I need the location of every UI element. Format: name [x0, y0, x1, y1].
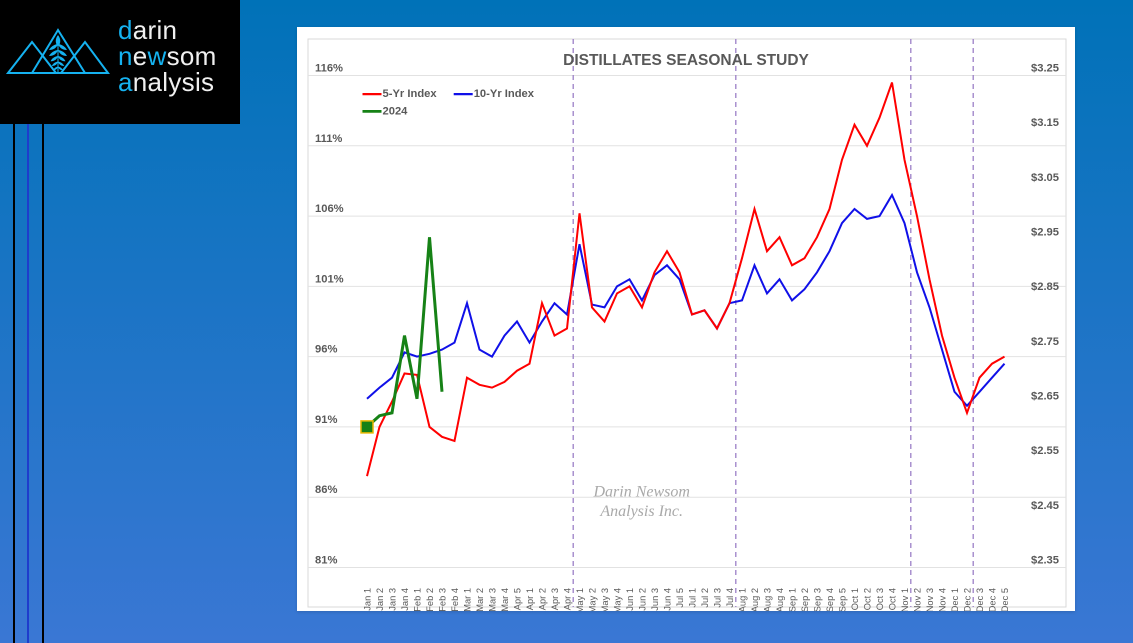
- svg-text:111%: 111%: [315, 133, 342, 145]
- svg-text:81%: 81%: [315, 555, 337, 567]
- svg-text:Apr 5: Apr 5: [513, 588, 523, 610]
- svg-text:$3.25: $3.25: [1031, 63, 1059, 75]
- svg-text:Oct 1: Oct 1: [850, 588, 860, 610]
- svg-text:91%: 91%: [315, 414, 337, 426]
- svg-text:Apr 4: Apr 4: [563, 588, 573, 610]
- svg-text:May 2: May 2: [588, 588, 598, 611]
- svg-text:$2.45: $2.45: [1031, 500, 1059, 512]
- svg-text:$3.15: $3.15: [1031, 117, 1059, 129]
- svg-text:86%: 86%: [315, 484, 337, 496]
- svg-text:Oct 3: Oct 3: [875, 588, 885, 610]
- svg-text:Dec 2: Dec 2: [963, 588, 973, 611]
- svg-text:106%: 106%: [315, 203, 344, 215]
- svg-text:Mar 3: Mar 3: [488, 588, 498, 611]
- svg-text:$2.95: $2.95: [1031, 227, 1059, 239]
- svg-text:DISTILLATES SEASONAL STUDY: DISTILLATES SEASONAL STUDY: [563, 52, 809, 69]
- svg-text:Aug 1: Aug 1: [738, 588, 748, 611]
- svg-text:Darin Newsom: Darin Newsom: [592, 484, 689, 501]
- svg-text:Jun 4: Jun 4: [663, 588, 673, 611]
- svg-text:Jun 3: Jun 3: [650, 588, 660, 611]
- svg-text:Feb 2: Feb 2: [425, 588, 435, 611]
- svg-text:Jan 4: Jan 4: [400, 588, 410, 611]
- svg-text:Nov 4: Nov 4: [938, 588, 948, 611]
- svg-text:Aug 3: Aug 3: [763, 588, 773, 611]
- svg-text:$2.55: $2.55: [1031, 445, 1059, 457]
- svg-text:Jan 2: Jan 2: [375, 588, 385, 611]
- svg-text:$2.75: $2.75: [1031, 336, 1059, 348]
- svg-text:May 1: May 1: [575, 588, 585, 611]
- svg-text:Jul 4: Jul 4: [725, 588, 735, 608]
- svg-text:116%: 116%: [315, 63, 343, 75]
- svg-text:Dec 1: Dec 1: [950, 588, 960, 611]
- svg-text:5-Yr Index: 5-Yr Index: [383, 88, 438, 100]
- svg-text:Jul 2: Jul 2: [700, 588, 710, 608]
- svg-text:Jul 3: Jul 3: [713, 588, 723, 608]
- svg-text:Mar 4: Mar 4: [500, 588, 510, 611]
- svg-text:Oct 2: Oct 2: [863, 588, 873, 610]
- svg-text:101%: 101%: [315, 273, 344, 285]
- svg-text:Jul 5: Jul 5: [675, 588, 685, 608]
- svg-text:Sep 4: Sep 4: [825, 588, 835, 611]
- svg-text:Dec 4: Dec 4: [988, 588, 998, 611]
- svg-text:Sep 3: Sep 3: [813, 588, 823, 611]
- svg-text:$3.05: $3.05: [1031, 172, 1059, 184]
- svg-text:Sep 1: Sep 1: [788, 588, 798, 611]
- svg-text:Apr 1: Apr 1: [525, 588, 535, 610]
- svg-text:Mar 1: Mar 1: [463, 588, 473, 611]
- svg-text:Analysis Inc.: Analysis Inc.: [599, 503, 683, 520]
- svg-text:Mar 2: Mar 2: [475, 588, 485, 611]
- svg-text:96%: 96%: [315, 344, 337, 356]
- svg-text:Aug 4: Aug 4: [775, 588, 785, 611]
- svg-text:Nov 3: Nov 3: [925, 588, 935, 611]
- svg-text:Apr 3: Apr 3: [550, 588, 560, 610]
- svg-text:$2.35: $2.35: [1031, 555, 1059, 567]
- svg-text:Sep 5: Sep 5: [838, 588, 848, 611]
- svg-text:2024: 2024: [383, 105, 409, 117]
- svg-text:Dec 3: Dec 3: [975, 588, 985, 611]
- svg-text:May 4: May 4: [613, 588, 623, 611]
- svg-text:Apr 2: Apr 2: [538, 588, 548, 610]
- svg-text:$2.85: $2.85: [1031, 281, 1059, 293]
- svg-text:Sep 2: Sep 2: [800, 588, 810, 611]
- svg-text:May 3: May 3: [600, 588, 610, 611]
- svg-text:Feb 3: Feb 3: [438, 588, 448, 611]
- svg-text:Jun 1: Jun 1: [625, 588, 635, 611]
- svg-text:Jun 2: Jun 2: [638, 588, 648, 611]
- svg-text:Feb 1: Feb 1: [413, 588, 423, 611]
- svg-text:Feb 4: Feb 4: [450, 588, 460, 611]
- svg-text:Aug 2: Aug 2: [750, 588, 760, 611]
- svg-text:$2.65: $2.65: [1031, 391, 1059, 403]
- svg-text:Oct 4: Oct 4: [888, 588, 898, 610]
- svg-text:Nov 1: Nov 1: [900, 588, 910, 611]
- svg-text:Dec 5: Dec 5: [1000, 588, 1010, 611]
- svg-text:Nov 2: Nov 2: [913, 588, 923, 611]
- svg-text:Jan 1: Jan 1: [363, 588, 373, 611]
- svg-text:Jul 1: Jul 1: [688, 588, 698, 608]
- svg-text:Jan 3: Jan 3: [388, 588, 398, 611]
- svg-text:10-Yr Index: 10-Yr Index: [474, 88, 535, 100]
